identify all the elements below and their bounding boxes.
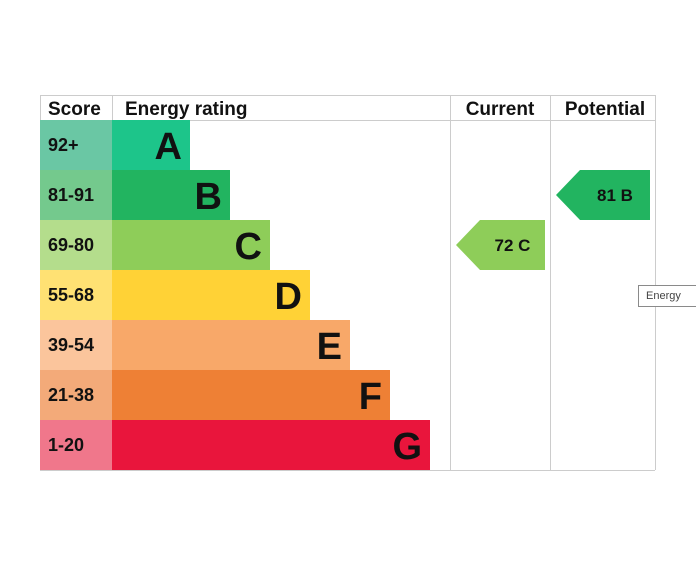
rating-bar-f <box>112 370 390 420</box>
rating-bar-g <box>112 420 430 470</box>
header-potential: Potential <box>565 99 645 120</box>
score-label-f: 21-38 <box>48 385 94 405</box>
current-rating-label: 72 C <box>495 236 531 255</box>
score-label-g: 1-20 <box>48 435 84 455</box>
rating-letter-e: E <box>317 326 342 368</box>
score-cell-f <box>40 370 112 420</box>
rating-bar-e <box>112 320 350 370</box>
score-label-a: 92+ <box>48 135 79 155</box>
rating-letter-g: G <box>392 426 422 468</box>
rating-letter-f: F <box>359 376 382 418</box>
rating-letter-d: D <box>275 276 302 318</box>
rating-letter-c: C <box>235 226 262 268</box>
score-cell-g <box>40 420 112 470</box>
score-label-e: 39-54 <box>48 335 94 355</box>
potential-rating-indicator: 81 B <box>556 170 650 220</box>
energy-tooltip: Energy <box>638 285 696 307</box>
current-rating-indicator: 72 C <box>456 220 545 270</box>
score-label-d: 55-68 <box>48 285 94 305</box>
rating-bar-b <box>112 170 230 220</box>
header-score: Score <box>48 99 101 120</box>
score-label-b: 81-91 <box>48 185 94 205</box>
rating-bands: 92+ A 81-91 B 69-80 C 55-68 D 39-54 E 21-38 F 1-20 G <box>40 120 430 470</box>
header-energy-rating: Energy rating <box>125 99 247 120</box>
rating-bar-c <box>112 220 270 270</box>
current-rating-arrow <box>456 220 545 270</box>
rating-letter-a: A <box>155 126 182 168</box>
score-cell-d <box>40 270 112 320</box>
score-cell-c <box>40 220 112 270</box>
score-cell-a <box>40 120 112 170</box>
score-cell-b <box>40 170 112 220</box>
rating-bar-d <box>112 270 310 320</box>
potential-rating-label: 81 B <box>597 186 633 205</box>
rating-bar-a <box>112 120 190 170</box>
rating-letter-b: B <box>195 176 222 218</box>
score-cell-e <box>40 320 112 370</box>
score-label-c: 69-80 <box>48 235 94 255</box>
potential-rating-arrow <box>556 170 650 220</box>
header-current: Current <box>466 99 535 120</box>
